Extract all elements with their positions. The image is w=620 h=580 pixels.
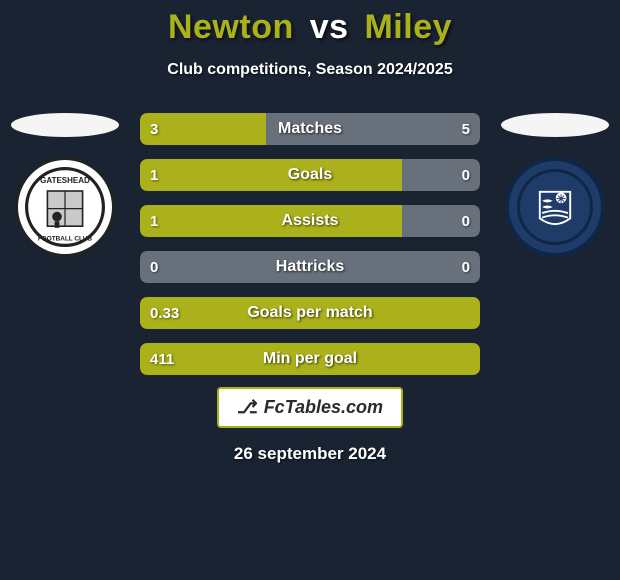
stat-row: 10Goals xyxy=(140,159,480,191)
logo-text: FcTables.com xyxy=(264,397,383,418)
left-club-badge: GATESHEAD FOOTBALL CLUB xyxy=(15,157,115,257)
stat-left-value: 0.33 xyxy=(140,297,480,329)
stat-right-value: 0 xyxy=(310,251,480,283)
title: Newton vs Miley xyxy=(168,8,452,47)
date-text: 26 september 2024 xyxy=(234,444,386,464)
stat-left-value: 0 xyxy=(140,251,310,283)
right-side xyxy=(500,113,610,257)
stat-left-value: 1 xyxy=(140,159,402,191)
stat-row: 0.33Goals per match xyxy=(140,297,480,329)
stat-left-value: 1 xyxy=(140,205,402,237)
check-icon: ⎇ xyxy=(237,397,258,418)
stat-row: 35Matches xyxy=(140,113,480,145)
stat-left-value: 3 xyxy=(140,113,266,145)
player2-name: Miley xyxy=(364,8,452,46)
left-side: GATESHEAD FOOTBALL CLUB xyxy=(10,113,120,257)
right-club-badge xyxy=(505,157,605,257)
svg-text:FOOTBALL CLUB: FOOTBALL CLUB xyxy=(38,236,93,243)
stat-row: 411Min per goal xyxy=(140,343,480,375)
right-flag-placeholder xyxy=(501,113,609,137)
source-logo: ⎇ FcTables.com xyxy=(217,387,403,428)
gateshead-crest-icon: GATESHEAD FOOTBALL CLUB xyxy=(25,167,105,247)
stat-row: 10Assists xyxy=(140,205,480,237)
svg-text:GATESHEAD: GATESHEAD xyxy=(40,176,90,185)
stat-right-value: 0 xyxy=(402,205,480,237)
stat-right-value: 0 xyxy=(402,159,480,191)
southend-crest-icon xyxy=(517,169,593,245)
stat-row: 00Hattricks xyxy=(140,251,480,283)
main-row: GATESHEAD FOOTBALL CLUB 35Matches 10Goals… xyxy=(0,113,620,375)
subtitle: Club competitions, Season 2024/2025 xyxy=(167,61,452,79)
stat-bars: 35Matches 10Goals 10Assists 00Hattricks 0.33… xyxy=(140,113,480,375)
stat-right-value: 5 xyxy=(266,113,480,145)
left-flag-placeholder xyxy=(11,113,119,137)
vs-text: vs xyxy=(310,8,349,46)
comparison-card: Newton vs Miley Club competitions, Seaso… xyxy=(0,0,620,580)
stat-left-value: 411 xyxy=(140,343,480,375)
player1-name: Newton xyxy=(168,8,294,46)
